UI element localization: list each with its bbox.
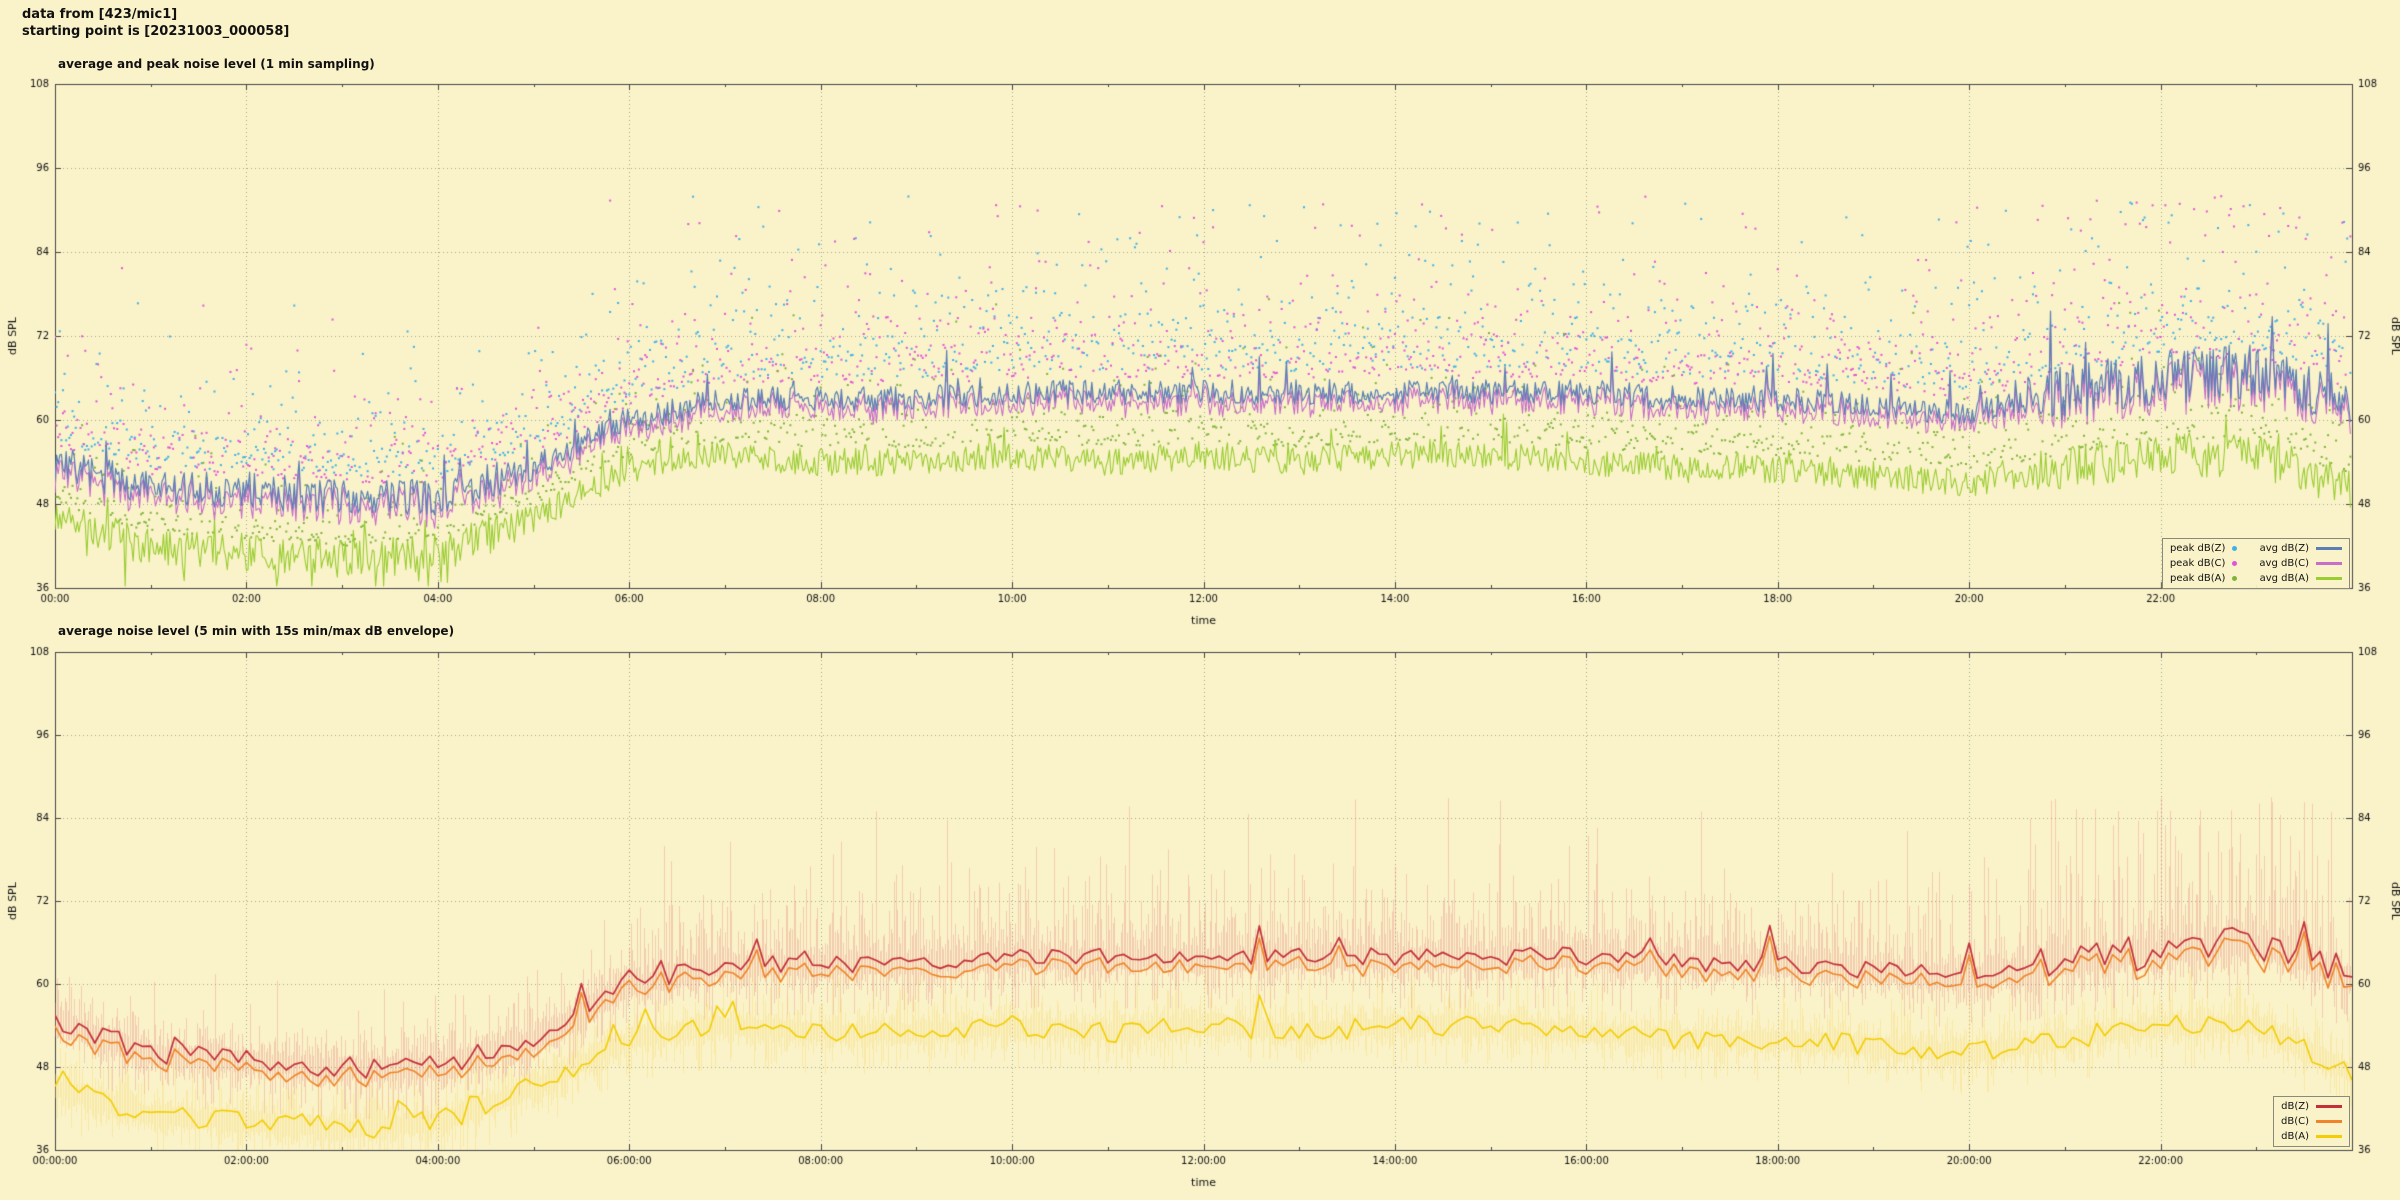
top-chart-title: average and peak noise level (1 min samp… [58, 57, 375, 71]
dba-line-icon [2316, 1135, 2342, 1138]
header-data-source: data from [423/mic1] [22, 7, 178, 22]
legend-label: peak dB(Z) [2169, 543, 2226, 554]
legend-label: avg dB(C) [2259, 558, 2309, 569]
legend-label: dB(C) [2281, 1116, 2309, 1127]
legend-label: peak dB(C) [2169, 558, 2226, 569]
bottom-chart-legend: dB(Z) dB(C) dB(A) [2273, 1096, 2350, 1147]
legend-column: dB(Z) dB(C) dB(A) [2281, 1100, 2342, 1143]
peak-dbz-marker-icon [2232, 546, 2238, 551]
legend-label: peak dB(A) [2169, 573, 2226, 584]
legend-label: avg dB(A) [2259, 573, 2309, 584]
legend-entry-dbc: dB(C) [2281, 1115, 2342, 1128]
legend-column-peaks: peak dB(Z) peak dB(C) peak dB(A) [2170, 542, 2238, 585]
legend-label: avg dB(Z) [2259, 543, 2309, 554]
avg-dba-line-icon [2316, 577, 2342, 580]
avg-dbc-line-icon [2316, 562, 2342, 565]
top-chart-legend: peak dB(Z) peak dB(C) peak dB(A) avg dB(… [2161, 538, 2350, 589]
legend-entry-dbz: dB(Z) [2281, 1100, 2342, 1113]
dbc-line-icon [2316, 1120, 2342, 1123]
legend-entry-avg-dba: avg dB(A) [2259, 572, 2342, 585]
dbz-line-icon [2316, 1105, 2342, 1108]
legend-entry-dba: dB(A) [2281, 1130, 2342, 1143]
avg-dbz-line-icon [2316, 547, 2342, 550]
legend-entry-peak-dbz: peak dB(Z) [2170, 542, 2238, 555]
legend-column-averages: avg dB(Z) avg dB(C) avg dB(A) [2259, 542, 2342, 585]
legend-label: dB(Z) [2281, 1101, 2309, 1112]
legend-entry-peak-dbc: peak dB(C) [2170, 557, 2238, 570]
header: data from [423/mic1] starting point is [… [22, 6, 289, 40]
legend-label: dB(A) [2281, 1131, 2309, 1142]
bottom-chart-title: average noise level (5 min with 15s min/… [58, 624, 455, 638]
legend-entry-avg-dbz: avg dB(Z) [2259, 542, 2342, 555]
peak-dba-marker-icon [2232, 576, 2238, 581]
header-starting-point: starting point is [20231003_000058] [22, 24, 290, 39]
legend-entry-avg-dbc: avg dB(C) [2259, 557, 2342, 570]
legend-entry-peak-dba: peak dB(A) [2170, 572, 2238, 585]
peak-dbc-marker-icon [2232, 561, 2238, 566]
